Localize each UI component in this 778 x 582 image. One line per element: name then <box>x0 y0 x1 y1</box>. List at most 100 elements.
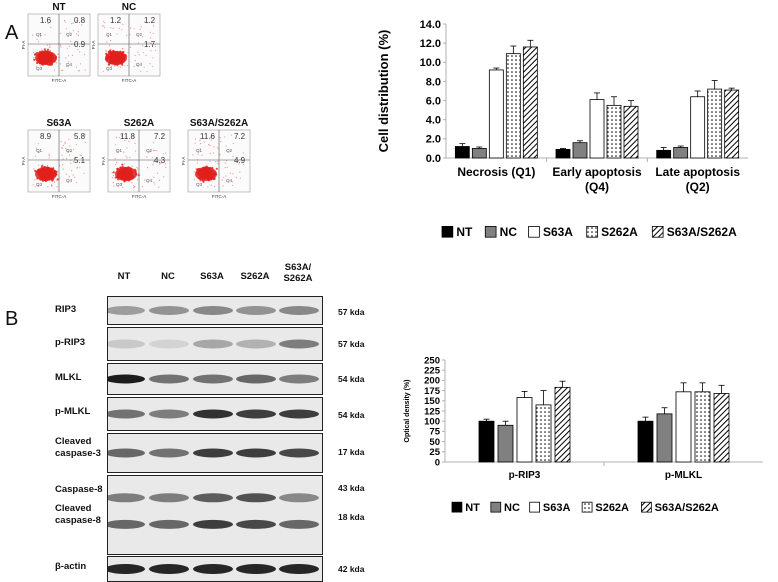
y-tick-label: 100 <box>424 417 440 428</box>
blot-row-label: Cleaved caspase-3 <box>55 436 101 459</box>
y-axis-label: Optical density (%) <box>404 379 411 442</box>
bar <box>554 386 571 463</box>
blot-lane-header: NT <box>117 271 131 282</box>
blot-kda-label: 18 kda <box>338 512 365 522</box>
quadrant-label: Q3 <box>196 182 203 187</box>
y-tick-label: 14.0 <box>420 19 441 31</box>
legend-item: S63A <box>528 225 573 239</box>
flow-plot: Q1 Q2 Q3 Q4 FITC-A PI-A <box>101 129 171 199</box>
category-label: Early apoptosis (Q4) <box>552 165 642 194</box>
bar <box>673 147 689 159</box>
flow-plot-title: S63A/S262A <box>189 118 249 129</box>
panel-a-letter: A <box>5 22 19 44</box>
flow-plot: Q1 Q2 Q3 Q4 FITC-A PI-A <box>21 13 91 83</box>
blot-kda-label: 43 kda <box>338 483 365 493</box>
quadrant-label: Q1 <box>196 148 203 153</box>
error-bar <box>476 146 483 149</box>
legend-item: S262A <box>581 501 629 514</box>
error-bar <box>540 390 547 405</box>
quadrant-label: Q3 <box>116 182 123 187</box>
blot-kda-label: 57 kda <box>338 339 365 349</box>
quadrant-label: Q1 <box>36 32 43 37</box>
quadrant-label: Q4 <box>146 178 153 183</box>
blot-row-label: β-actin <box>55 561 87 572</box>
flow-plot: Q1 Q2 Q3 Q4 FITC-A PI-A <box>21 129 91 199</box>
legend-swatch <box>581 501 593 513</box>
quadrant-value-q1: 11.8 <box>120 132 135 141</box>
blot-panel <box>107 433 323 473</box>
blot-panel <box>107 327 323 361</box>
legend-label: S63A/S262A <box>667 225 737 239</box>
bar <box>724 89 740 159</box>
panel-b-letter: B <box>5 308 19 330</box>
quadrant-value-q1: 1.6 <box>40 16 52 25</box>
error-bar <box>660 147 667 151</box>
blot-lane-header: S63A <box>200 271 224 282</box>
legend-item: S262A <box>586 225 638 239</box>
blot-panel <box>107 556 323 582</box>
blot-row-label: RIP3 <box>55 304 77 315</box>
legend-swatch <box>641 501 652 513</box>
bar <box>606 104 622 159</box>
legend-label: NC <box>500 225 518 239</box>
y-tick-label: 50 <box>429 437 440 448</box>
quadrant-label: Q2 <box>136 32 143 37</box>
legend-swatch <box>451 501 463 513</box>
quadrant-label: Q1 <box>36 148 43 153</box>
bar <box>713 393 730 463</box>
error-bar <box>560 148 566 150</box>
y-tick-label: 2.0 <box>426 134 441 146</box>
quadrant-label: Q4 <box>136 62 143 67</box>
flow-x-axis-label: FITC-A <box>212 194 227 199</box>
bar <box>535 404 552 463</box>
bar <box>471 148 487 159</box>
error-bar <box>699 382 706 392</box>
flow-plot-title: NC <box>121 2 137 13</box>
quadrant-label: Q2 <box>66 32 73 37</box>
quadrant-value-q2: 7.2 <box>234 132 246 141</box>
bar <box>497 424 514 463</box>
bar <box>516 397 533 463</box>
quadrant-label: Q3 <box>106 66 113 71</box>
y-axis-label: Cell distribution (%) <box>376 30 391 153</box>
error-bar <box>594 92 600 100</box>
bar <box>623 105 639 159</box>
blot-lane-header: NC <box>161 271 175 282</box>
flow-y-axis-label: PI-A <box>21 41 26 50</box>
bar <box>505 53 521 159</box>
error-bar <box>677 145 684 148</box>
legend-item: NC <box>484 225 518 239</box>
error-bar <box>577 140 583 143</box>
error-bar <box>527 39 534 47</box>
y-tick-label: 6.0 <box>426 95 441 107</box>
flow-y-axis-label: PI-A <box>21 157 26 166</box>
error-bar <box>694 90 701 97</box>
legend-item: S63A/S262A <box>641 501 719 514</box>
bar <box>690 96 706 159</box>
error-bar <box>611 96 617 106</box>
quadrant-value-q2: 5.8 <box>74 132 86 141</box>
legend-swatch <box>441 225 454 238</box>
flow-y-axis-label: PI-A <box>91 41 96 50</box>
blot-lane-header: S63A/S262A <box>283 262 313 284</box>
y-tick-label: 200 <box>424 376 440 387</box>
y-tick-label: 75 <box>429 427 440 438</box>
quadrant-label: Q1 <box>106 32 113 37</box>
quadrant-value-q2: 7.2 <box>154 132 166 141</box>
blot-panel <box>107 363 323 395</box>
error-bar <box>510 45 517 54</box>
error-bar <box>521 391 528 398</box>
category-label: Late apoptosis (Q2) <box>655 165 740 194</box>
legend-label: S63A/S262A <box>655 502 719 514</box>
legend-swatch <box>529 501 540 513</box>
error-bar <box>459 143 466 147</box>
quadrant-value-q2: 0.8 <box>74 16 86 25</box>
flow-y-axis-label: PI-A <box>101 157 106 166</box>
quadrant-label: Q4 <box>66 178 73 183</box>
quadrant-value-q2: 1.2 <box>144 16 156 25</box>
y-tick-label: 125 <box>424 406 441 417</box>
legend-label: NT <box>456 225 473 239</box>
blot-row-label: MLKL <box>55 372 82 383</box>
legend-label: NT <box>465 502 480 514</box>
quadrant-value-q4: 4.3 <box>154 156 166 165</box>
